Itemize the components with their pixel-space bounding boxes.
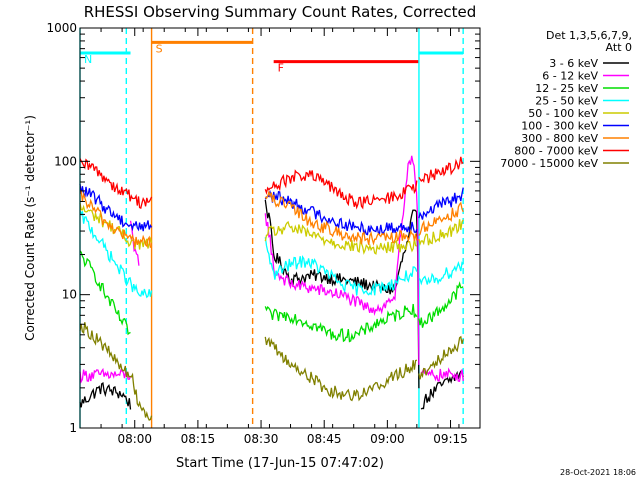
series-layer	[79, 155, 464, 421]
legend-label-12-25-kev: 12 - 25 keV	[535, 82, 598, 95]
axes-layer: 08:00 08:15 08:30 08:45 09:00 09:15 1 10 100 1000	[46, 21, 481, 446]
legend-header-line-2: Att 0	[606, 41, 632, 54]
series-3-6-kev-segment-2	[420, 370, 464, 410]
x-tick-label-08-45: 08:45	[307, 432, 342, 446]
y-tick-label-1000: 1000	[46, 21, 77, 35]
series-6-12-kev-segment-0	[79, 367, 132, 384]
series-100-300-kev-segment-1	[264, 189, 418, 236]
series-6-12-kev-segment-2	[264, 155, 420, 365]
plot-frame	[79, 27, 481, 429]
x-tick-label-08-00: 08:00	[117, 432, 152, 446]
series-100-300-kev-segment-2	[418, 187, 464, 220]
y-tick-label-1: 1	[69, 421, 77, 435]
y-tick-label-10: 10	[62, 288, 77, 302]
x-axis-label: Start Time (17-Jun-15 07:47:02)	[176, 456, 384, 471]
legend-label-3-6-kev: 3 - 6 keV	[549, 57, 598, 70]
x-tick-label-08-15: 08:15	[181, 432, 216, 446]
legend-header-line-1: Det 1,3,5,6,7,9,	[546, 29, 632, 42]
chart-title: RHESSI Observing Summary Count Rates, Co…	[84, 3, 477, 21]
flag-label-s: S	[156, 42, 163, 55]
series-25-50-kev-segment-0	[79, 210, 153, 299]
x-tick-label-09-15: 09:15	[433, 432, 468, 446]
series-6-12-kev-segment-3	[420, 367, 464, 382]
legend-label-100-300-kev: 100 - 300 keV	[521, 120, 598, 133]
footer-timestamp: 28-Oct-2021 18:06	[560, 468, 636, 477]
series-300-800-kev-segment-2	[418, 201, 464, 236]
series-7000-15000-kev-segment-1	[264, 336, 418, 402]
series-300-800-kev-segment-0	[79, 189, 152, 249]
series-50-100-kev-segment-1	[264, 220, 418, 255]
legend-label-7000-15000-kev: 7000 - 15000 keV	[500, 157, 598, 170]
x-tick-label-09-00: 09:00	[370, 432, 405, 446]
legend-label-6-12-kev: 6 - 12 keV	[542, 70, 598, 83]
legend-label-25-50-kev: 25 - 50 keV	[535, 95, 598, 108]
series-800-7000-kev-segment-0	[79, 158, 153, 209]
series-800-7000-kev-segment-2	[418, 156, 464, 184]
series-7000-15000-kev-segment-0	[79, 322, 153, 421]
series-7000-15000-kev-segment-2	[418, 335, 464, 380]
legend-label-800-7000-kev: 800 - 7000 keV	[514, 145, 598, 158]
series-25-50-kev-segment-2	[418, 260, 464, 286]
series-12-25-kev-segment-0	[79, 250, 131, 336]
series-25-50-kev-segment-1	[264, 237, 418, 296]
x-tick-label-08-30: 08:30	[244, 432, 279, 446]
legend-label-50-100-kev: 50 - 100 keV	[528, 107, 598, 120]
series-12-25-kev-segment-2	[418, 281, 464, 328]
y-tick-label-100: 100	[54, 154, 77, 168]
series-50-100-kev-segment-2	[418, 219, 464, 246]
series-3-6-kev-segment-0	[79, 381, 132, 410]
flag-label-f: F	[278, 62, 284, 75]
y-axis-label: Corrected Count Rate (s⁻¹ detector⁻¹)	[23, 115, 37, 341]
series-300-800-kev-segment-1	[264, 189, 418, 246]
series-12-25-kev-segment-1	[264, 303, 418, 343]
flag-label-n: N	[84, 53, 92, 66]
series-800-7000-kev-segment-1	[264, 169, 418, 210]
legend-label-300-800-kev: 300 - 800 keV	[521, 132, 598, 145]
series-100-300-kev-segment-0	[79, 184, 153, 232]
flags-layer: N S F	[80, 40, 464, 75]
